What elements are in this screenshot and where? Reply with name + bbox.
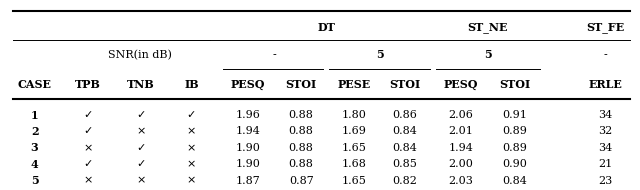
Text: 2.00: 2.00 [449, 159, 474, 169]
Text: SNR(in dB): SNR(in dB) [108, 50, 172, 60]
Text: 2.03: 2.03 [449, 176, 474, 186]
Text: CASE: CASE [18, 78, 52, 89]
Text: 3: 3 [31, 142, 38, 153]
Text: 0.86: 0.86 [392, 110, 417, 120]
Text: -: - [273, 50, 276, 60]
Text: ✓: ✓ [83, 110, 93, 120]
Text: ✓: ✓ [136, 159, 146, 169]
Text: ✓: ✓ [136, 143, 146, 153]
Text: 1.94: 1.94 [236, 127, 260, 136]
Text: 1.69: 1.69 [342, 127, 367, 136]
Text: 1: 1 [31, 110, 38, 121]
Text: 0.85: 0.85 [392, 159, 417, 169]
Text: ×: × [187, 159, 196, 169]
Text: 0.82: 0.82 [392, 176, 417, 186]
Text: 2: 2 [31, 126, 38, 137]
Text: ×: × [136, 176, 146, 186]
Text: 0.88: 0.88 [289, 110, 314, 120]
Text: STOI: STOI [389, 78, 420, 89]
Text: 0.84: 0.84 [392, 143, 417, 153]
Text: TNB: TNB [127, 78, 155, 89]
Text: ST_FE: ST_FE [586, 22, 625, 33]
Text: ✓: ✓ [83, 127, 93, 136]
Text: 0.90: 0.90 [502, 159, 527, 169]
Text: 1.80: 1.80 [342, 110, 367, 120]
Text: 0.84: 0.84 [392, 127, 417, 136]
Text: 0.89: 0.89 [502, 143, 527, 153]
Text: IB: IB [184, 78, 199, 89]
Text: ST_NE: ST_NE [468, 22, 508, 33]
Text: 1.96: 1.96 [236, 110, 260, 120]
Text: 2.01: 2.01 [449, 127, 474, 136]
Text: 0.89: 0.89 [502, 127, 527, 136]
Text: 34: 34 [598, 110, 612, 120]
Text: ×: × [187, 127, 196, 136]
Text: ✓: ✓ [136, 110, 146, 120]
Text: ×: × [83, 143, 93, 153]
Text: 1.94: 1.94 [449, 143, 474, 153]
Text: 1.65: 1.65 [342, 143, 367, 153]
Text: 4: 4 [31, 159, 38, 170]
Text: 5: 5 [376, 49, 383, 60]
Text: -: - [604, 50, 607, 60]
Text: 34: 34 [598, 143, 612, 153]
Text: STOI: STOI [285, 78, 317, 89]
Text: 5: 5 [31, 175, 38, 186]
Text: 32: 32 [598, 127, 612, 136]
Text: 0.87: 0.87 [289, 176, 314, 186]
Text: 0.88: 0.88 [289, 127, 314, 136]
Text: DT: DT [317, 22, 335, 33]
Text: PESQ: PESQ [444, 78, 478, 89]
Text: ERLE: ERLE [588, 78, 622, 89]
Text: 0.88: 0.88 [289, 159, 314, 169]
Text: 0.88: 0.88 [289, 143, 314, 153]
Text: PESQ: PESQ [230, 78, 265, 89]
Text: 23: 23 [598, 176, 612, 186]
Text: 2.06: 2.06 [449, 110, 474, 120]
Text: 1.68: 1.68 [342, 159, 367, 169]
Text: 5: 5 [484, 49, 492, 60]
Text: 1.90: 1.90 [236, 159, 260, 169]
Text: ×: × [187, 143, 196, 153]
Text: 21: 21 [598, 159, 612, 169]
Text: 1.87: 1.87 [236, 176, 260, 186]
Text: 0.91: 0.91 [502, 110, 527, 120]
Text: ×: × [187, 176, 196, 186]
Text: ×: × [136, 127, 146, 136]
Text: ✓: ✓ [83, 159, 93, 169]
Text: 1.90: 1.90 [236, 143, 260, 153]
Text: ✓: ✓ [187, 110, 196, 120]
Text: PESE: PESE [338, 78, 371, 89]
Text: 1.65: 1.65 [342, 176, 367, 186]
Text: STOI: STOI [499, 78, 530, 89]
Text: 0.84: 0.84 [502, 176, 527, 186]
Text: ×: × [83, 176, 93, 186]
Text: TPB: TPB [75, 78, 101, 89]
